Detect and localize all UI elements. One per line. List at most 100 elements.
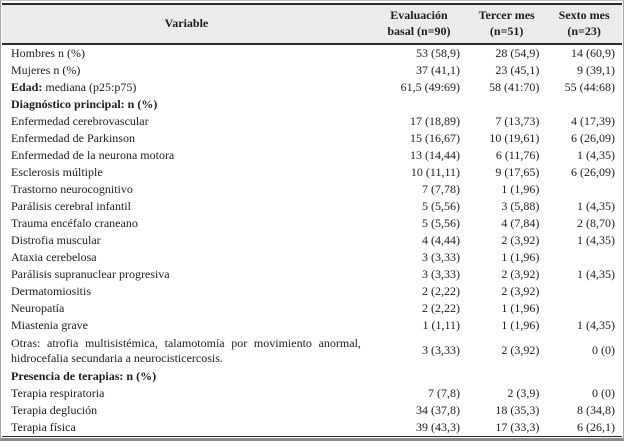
row-label: Trauma encéfalo craneano: [11, 215, 138, 230]
row-value: 23 (45,1): [495, 62, 540, 77]
row-value: 4 (17,39): [571, 113, 615, 128]
row-value: [467, 96, 546, 113]
table-row: Parálisis supranuclear progresiva 3 (3,33…: [2, 266, 622, 283]
row-label: Edad: mediana (p25:p75): [11, 79, 137, 94]
row-label: Terapia deglución: [11, 402, 98, 417]
row-value: 1 (4,35): [577, 232, 615, 247]
row-value: 1 (1,96): [501, 181, 540, 196]
row-label: Ataxia cerebelosa: [11, 249, 97, 264]
header-variable-label: Variable: [164, 15, 209, 30]
row-value: 7 (7,78): [422, 181, 460, 196]
row-value: 7 (13,73): [495, 113, 540, 128]
row-label: Enfermedad de la neurona motora: [11, 147, 175, 162]
row-value: 2 (3,92): [501, 232, 540, 247]
row-value: 2 (3,92): [501, 343, 540, 358]
row-value: 1 (4,35): [577, 317, 615, 332]
row-value: 39 (43,3): [416, 419, 460, 434]
row-value: 7 (7,8): [428, 385, 460, 400]
row-value: 55 (44:68): [564, 79, 615, 94]
row-label: Enfermedad cerebrovascular: [11, 113, 149, 128]
clinical-table: Variable Evaluación basal (n=90) Tercer …: [2, 3, 622, 438]
row-value: [546, 368, 622, 385]
row-value: 15 (16,67): [410, 130, 460, 145]
row-value: 6 (11,76): [495, 147, 540, 162]
row-value: 58 (41:70): [489, 79, 540, 94]
row-label: Miastenia grave: [11, 317, 88, 332]
table-row: Trastorno neurocognitivo 7 (7,78) 1 (1,96): [2, 181, 622, 198]
table-row: Ataxia cerebelosa 3 (3,33) 1 (1,96): [2, 249, 622, 266]
row-value: 1 (1,96): [501, 249, 540, 264]
table-row: Edad: mediana (p25:p75) 61,5 (49:69) 58 (4…: [2, 79, 622, 96]
row-value: 17 (18,89): [410, 113, 460, 128]
row-value: 2 (3,9): [507, 385, 540, 400]
row-value: 10 (19,61): [489, 130, 540, 145]
row-value: 3 (5,88): [501, 198, 540, 213]
row-value: 2 (3,92): [501, 283, 540, 298]
table-row: Enfermedad cerebrovascular 17 (18,89) 7 (1…: [2, 113, 622, 130]
row-value: 9 (17,65): [495, 164, 540, 179]
row-label: Distrofia muscular: [11, 232, 101, 247]
table-row: Miastenia grave 1 (1,11) 1 (1,96) 1 (4,35): [2, 317, 622, 334]
table-row: Presencia de terapias: n (%): [2, 368, 622, 385]
row-value: [546, 249, 622, 266]
row-label: Parálisis cerebral infantil: [11, 198, 131, 213]
row-label: Enfermedad de Parkinson: [11, 130, 135, 145]
row-value: 5 (5,56): [422, 215, 460, 230]
row-value: 6 (26,1): [577, 419, 615, 434]
row-value: [546, 283, 622, 300]
row-value: 1 (4,35): [577, 266, 615, 281]
row-value: 1 (1,96): [501, 300, 540, 315]
row-value: [371, 368, 467, 385]
row-value: [371, 96, 467, 113]
row-value: 2 (8,70): [577, 215, 615, 230]
row-value: 14 (60,9): [571, 45, 615, 60]
row-value: 2 (2,22): [422, 283, 460, 298]
row-value: 0 (0): [592, 385, 615, 400]
row-label: Diagnóstico principal: n (%): [11, 96, 158, 111]
row-label: Terapia física: [11, 419, 76, 434]
table-row: Hombres n (%) 53 (58,9) 28 (54,9) 14 (60,9): [2, 44, 622, 62]
row-value: 1 (1,96): [501, 317, 540, 332]
row-value: 53 (58,9): [416, 45, 460, 60]
header-tercer-mes: Tercer mes (n=51): [467, 4, 547, 46]
table-row: Esclerosis múltiple 10 (11,11) 9 (17,65) 6 …: [2, 164, 622, 181]
header-evaluacion-basal: Evaluación basal (n=90): [370, 4, 467, 46]
table-row: Distrofia muscular 4 (4,44) 2 (3,92) 1 (4,3…: [2, 232, 622, 249]
row-value: 34 (37,8): [416, 402, 460, 417]
row-value: [546, 300, 622, 317]
table-row: Terapia respiratoria 7 (7,8) 2 (3,9) 0 (0): [2, 385, 622, 402]
header-variable: Variable: [2, 4, 371, 46]
table-header: Variable Evaluación basal (n=90) Tercer …: [2, 4, 622, 46]
row-value: 6 (26,09): [571, 130, 615, 145]
row-value: 8 (34,8): [577, 402, 615, 417]
row-value: 9 (39,1): [577, 62, 615, 77]
row-value: 2 (3,92): [501, 266, 540, 281]
row-value: 4 (4,44): [422, 232, 460, 247]
table-row: Enfermedad de Parkinson 15 (16,67) 10 (19,…: [2, 130, 622, 147]
row-value: 28 (54,9): [495, 45, 540, 60]
row-value: 13 (14,44): [410, 147, 460, 162]
row-label: Trastorno neurocognitivo: [11, 181, 133, 196]
table-row: Parálisis cerebral infantil 5 (5,56) 3 (5,…: [2, 198, 622, 215]
table-row: Trauma encéfalo craneano 5 (5,56) 4 (7,84)…: [2, 215, 622, 232]
row-value: [546, 96, 622, 113]
table-row: Neuropatía 2 (2,22) 1 (1,96): [2, 300, 622, 317]
row-value: 6 (26,09): [571, 164, 615, 179]
table-row: Enfermedad de la neurona motora 13 (14,44…: [2, 147, 622, 164]
table-row: Otras: atrofia multisistémica, talamotom…: [2, 334, 622, 368]
row-value: 37 (41,1): [416, 62, 460, 77]
row-label: Mujeres n (%): [11, 62, 81, 77]
table-row: Terapia deglución 34 (37,8) 18 (35,3) 8 (34…: [2, 402, 622, 419]
table-body: Hombres n (%) 53 (58,9) 28 (54,9) 14 (60,9)…: [2, 44, 622, 437]
row-label: Presencia de terapias: n (%): [11, 368, 157, 383]
table-row: Terapia física 39 (43,3) 17 (33,3) 6 (26,1): [2, 419, 622, 437]
header-row: Variable Evaluación basal (n=90) Tercer …: [2, 4, 622, 46]
row-label: Otras: atrofia multisistémica, talamotom…: [11, 336, 361, 366]
header-sexto-mes: Sexto mes (n=23): [546, 4, 622, 46]
row-value: 3 (3,33): [422, 266, 460, 281]
row-label: Terapia respiratoria: [11, 385, 105, 400]
table-row: Diagnóstico principal: n (%): [2, 96, 622, 113]
row-value: 4 (7,84): [501, 215, 540, 230]
row-value: 0 (0): [592, 343, 615, 358]
